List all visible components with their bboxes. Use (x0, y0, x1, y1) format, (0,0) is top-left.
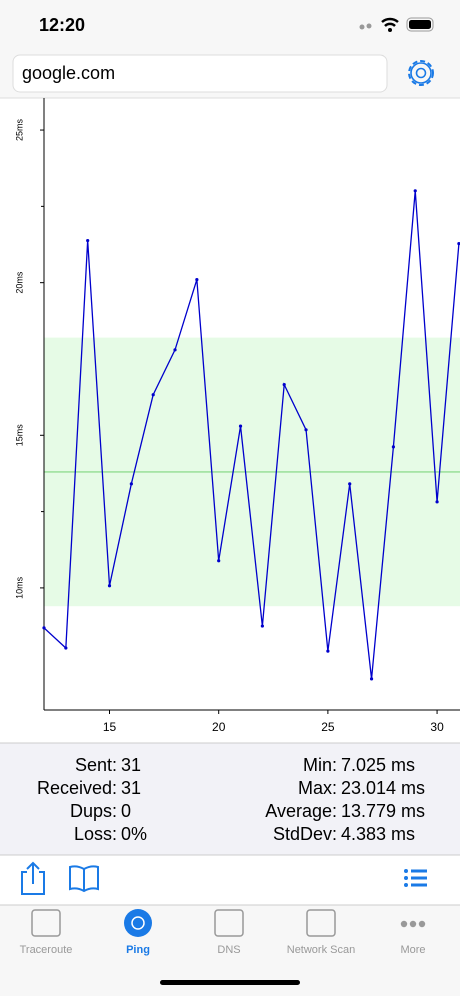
ping-point (64, 646, 68, 650)
tab-label: Traceroute (20, 944, 73, 956)
book-button[interactable] (69, 865, 99, 893)
ping-point (326, 649, 330, 653)
y-tick-label: 15ms (14, 424, 24, 447)
list-button[interactable] (404, 869, 427, 887)
x-tick-label: 20 (212, 720, 226, 734)
tab-icon (131, 916, 145, 930)
tab[interactable]: Network Scan (287, 909, 355, 956)
tab-icon (306, 909, 336, 937)
x-tick-label: 30 (430, 720, 444, 734)
tab[interactable]: Traceroute (20, 909, 73, 956)
ping-point (86, 238, 90, 243)
stat-value: 13.779 ms (341, 801, 425, 821)
home-indicator (160, 980, 300, 985)
ping-point (238, 424, 243, 428)
ping-point (129, 482, 133, 486)
ping-point (435, 500, 439, 504)
ping-line (43, 190, 460, 679)
stat-value: 31 (121, 755, 141, 775)
stat-label: Sent: (75, 755, 117, 775)
stat-label: Average: (265, 801, 337, 821)
tab[interactable]: Ping (124, 909, 152, 956)
chart: 10ms 15ms 20ms 25ms 15 20 25 30 (14, 98, 460, 734)
ping-point (304, 428, 308, 432)
ping-point (391, 445, 395, 449)
stat-value: 0 (121, 801, 131, 821)
tab-icon (124, 909, 152, 937)
tab-label: DNS (217, 944, 240, 956)
tab-label: Ping (126, 944, 150, 956)
ping-point (457, 241, 460, 246)
ping-point (173, 348, 177, 352)
stats-bg (0, 743, 460, 855)
stat-value: 31 (121, 778, 141, 798)
x-tick-label: 25 (321, 720, 335, 734)
tab[interactable]: DNS (214, 909, 244, 956)
tab-label: Network Scan (287, 944, 355, 956)
tab-label: More (400, 944, 425, 956)
tab[interactable]: More (400, 920, 426, 956)
stat-value: 7.025 ms (341, 755, 415, 775)
ping-point (282, 383, 286, 387)
search-text: google.com (22, 63, 115, 83)
ping-point (413, 189, 417, 193)
tab-icon (409, 920, 417, 928)
stat-value: 0% (121, 824, 147, 844)
ping-point (369, 677, 374, 681)
stat-value: 23.014 ms (341, 778, 425, 798)
tab-icon (214, 909, 244, 937)
tab-icon (31, 909, 61, 937)
settings-button[interactable] (408, 60, 434, 86)
y-tick-label: 20ms (14, 271, 24, 294)
search-field[interactable] (12, 54, 388, 93)
ping-point (107, 584, 112, 588)
stat-label: Received: (37, 778, 117, 798)
ping-point (151, 393, 155, 397)
tab-icon (400, 920, 408, 928)
tabs: Traceroute Ping DNS Network Scan More (20, 909, 426, 956)
ping-point (348, 482, 352, 486)
stat-label: Min: (303, 755, 337, 775)
ping-point (217, 559, 221, 563)
ping-point (195, 278, 199, 282)
y-tick-label: 25ms (14, 119, 24, 142)
stat-label: Max: (298, 778, 337, 798)
y-tick-label: 10ms (14, 576, 24, 599)
x-tick-label: 15 (103, 720, 117, 734)
stat-label: Loss: (74, 824, 117, 844)
stat-value: 4.383 ms (341, 824, 415, 844)
clock: 12:20 (39, 15, 85, 35)
share-button[interactable] (21, 861, 45, 895)
stat-label: StdDev: (273, 824, 337, 844)
tab-icon (418, 920, 426, 928)
ping-point (42, 626, 46, 630)
status-icons (359, 17, 434, 32)
stat-label: Dups: (70, 801, 117, 821)
ping-point (260, 624, 264, 628)
